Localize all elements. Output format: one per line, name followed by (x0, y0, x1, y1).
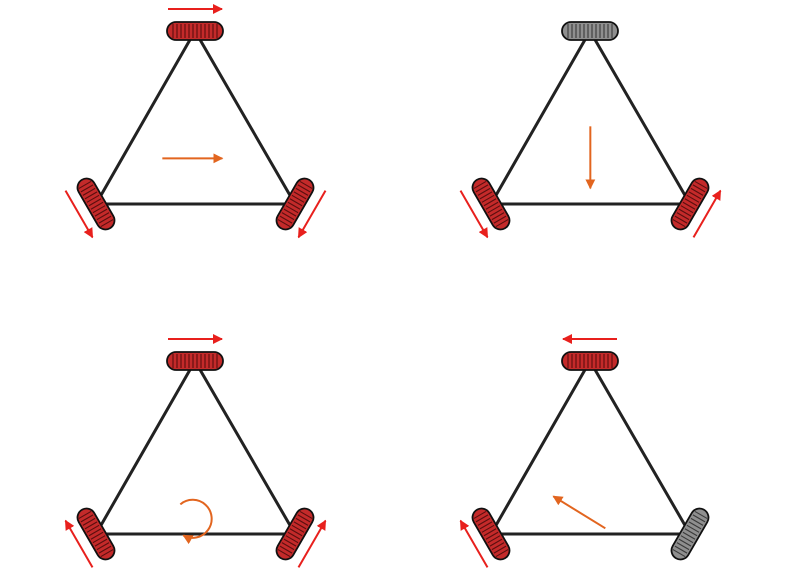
left-wheel-direction-arrow (459, 519, 489, 568)
right-omni-wheel (275, 177, 315, 231)
diagram-rotate-in-place (64, 334, 327, 568)
right-wheel-direction-arrow (297, 519, 327, 568)
top-omni-wheel (561, 351, 619, 371)
left-omni-wheel (76, 177, 116, 231)
right-omni-wheel (275, 507, 315, 561)
robot-chassis-triangle (94, 359, 297, 536)
right-wheel-direction-arrow (692, 189, 722, 238)
diagram-translate-down (459, 21, 722, 239)
robot-chassis-triangle (94, 29, 297, 206)
top-omni-wheel (561, 21, 619, 41)
top-omni-wheel (166, 351, 224, 371)
robot-motion-arrow (179, 498, 213, 545)
left-wheel-direction-arrow (459, 190, 489, 239)
left-wheel-direction-arrow (64, 190, 94, 239)
left-omni-wheel (76, 507, 116, 561)
diagram-translate-up-left (459, 334, 710, 568)
diagram-translate-right (64, 4, 327, 239)
robot-motion-arrow (552, 495, 606, 530)
robot-chassis-triangle (489, 29, 692, 206)
right-wheel-direction-arrow (297, 190, 327, 239)
left-wheel-direction-arrow (64, 519, 94, 568)
left-omni-wheel (471, 177, 511, 231)
right-omni-wheel (670, 177, 710, 231)
left-omni-wheel (471, 507, 511, 561)
robot-chassis-triangle (489, 359, 692, 536)
right-omni-wheel (670, 507, 710, 561)
top-omni-wheel (166, 21, 224, 41)
